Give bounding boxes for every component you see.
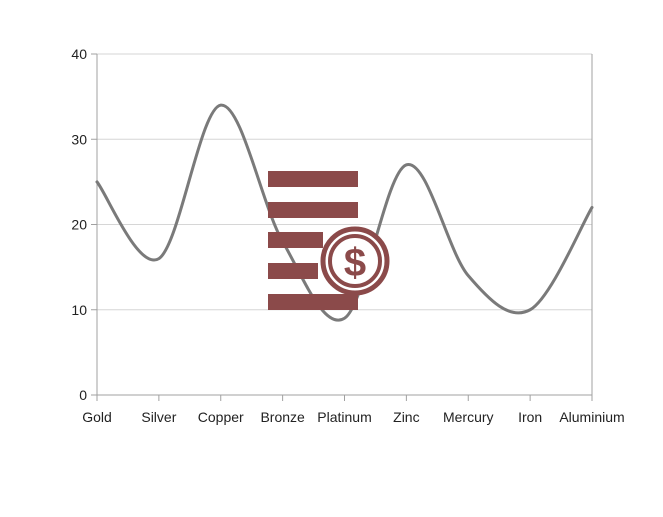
x-tick-label-iron: Iron (518, 409, 542, 425)
y-tick-label: 10 (71, 302, 87, 318)
x-tick-label-copper: Copper (198, 409, 244, 425)
x-axis-ticks: Gold Silver Copper Bronze Platinum Zinc Mercur… (82, 395, 625, 425)
x-tick-label-gold: Gold (82, 409, 112, 425)
svg-text:$: $ (344, 241, 366, 285)
y-axis-ticks: 0 10 20 30 40 (71, 46, 97, 403)
x-tick-label-mercury: Mercury (443, 409, 494, 425)
x-tick-label-zinc: Zinc (393, 409, 419, 425)
y-tick-label: 40 (71, 46, 87, 62)
x-tick-label-platinum: Platinum (317, 409, 371, 425)
x-tick-label-silver: Silver (141, 409, 176, 425)
x-tick-label-bronze: Bronze (260, 409, 305, 425)
series-layer (95, 103, 594, 322)
y-tick-label: 30 (71, 131, 87, 147)
y-tick-label: 0 (79, 387, 87, 403)
y-tick-label: 20 (71, 217, 87, 233)
money-document-icon: $ (268, 171, 390, 310)
x-tick-label-aluminium: Aluminium (559, 409, 624, 425)
series-line-0 (95, 103, 594, 322)
